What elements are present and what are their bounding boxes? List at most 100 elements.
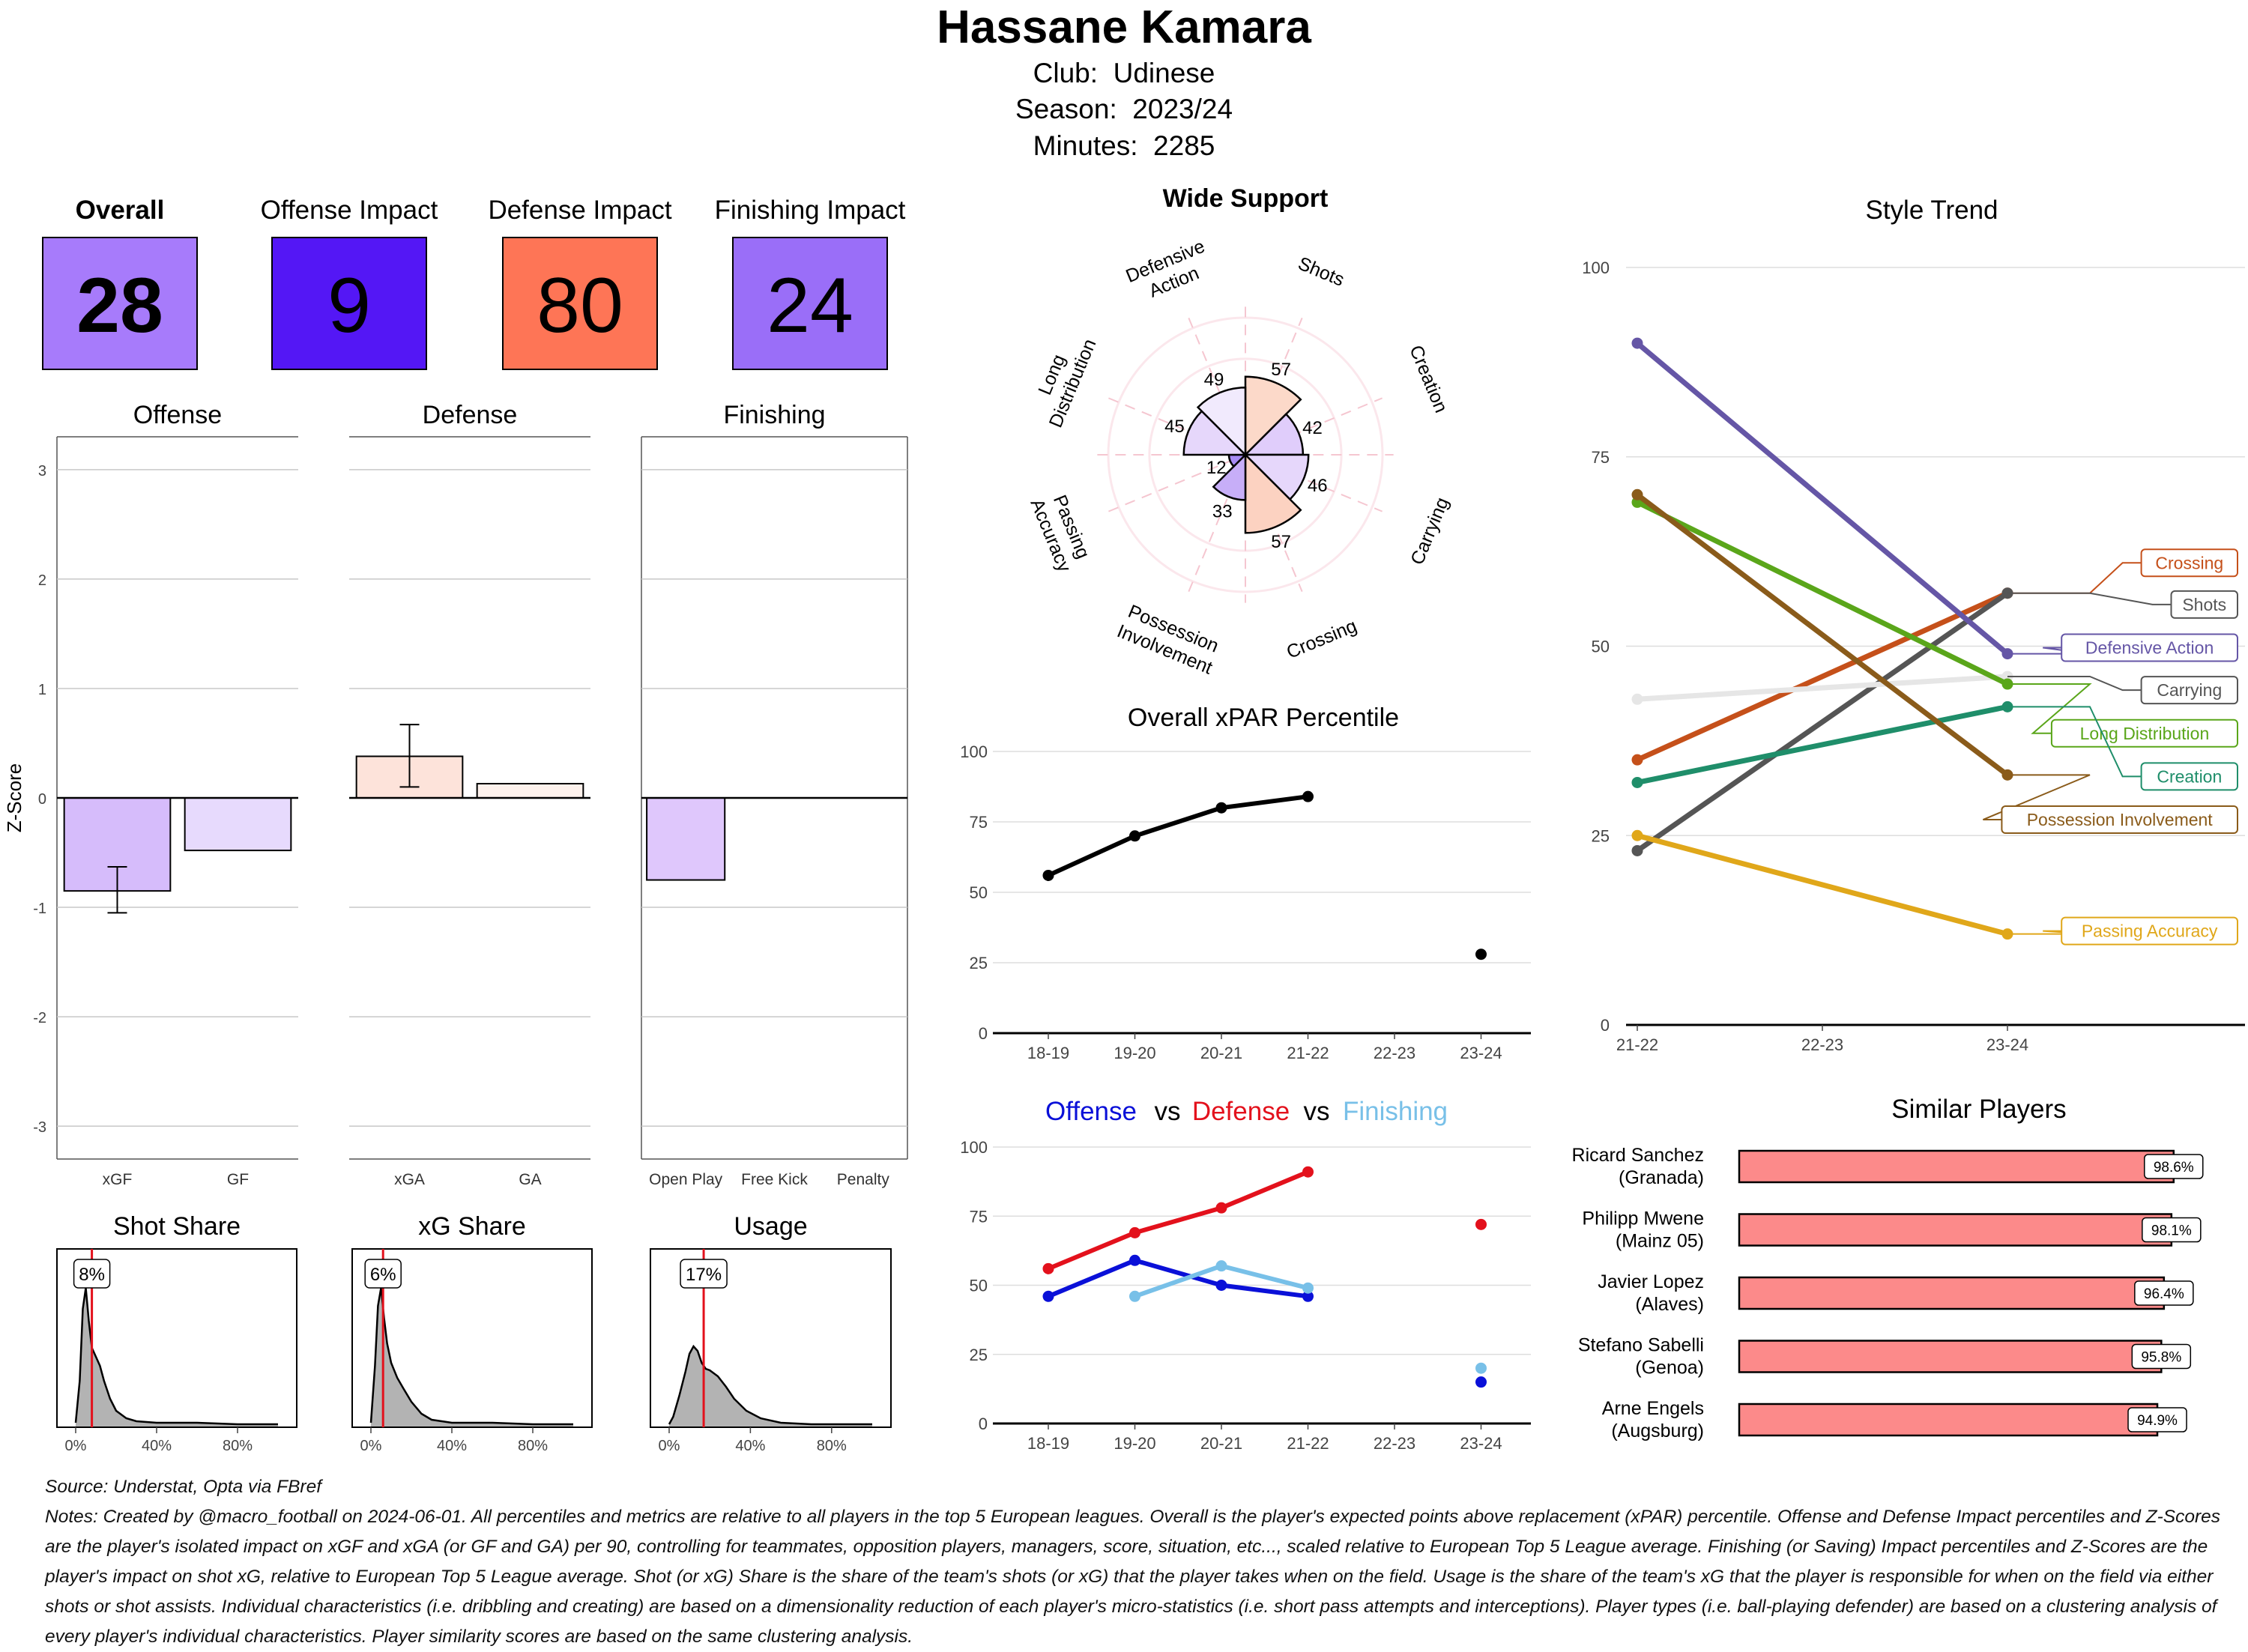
radar-value-label: 57 [1271,360,1291,380]
series-label-box [2001,805,2238,835]
style-tick-label: 0 [1601,1016,1610,1035]
series-label: Carrying [2157,680,2222,700]
similarity-value-label: 98.6% [2154,1160,2194,1176]
season-value: 2023/24 [1132,94,1233,124]
data-point [1631,844,1643,856]
share-tick-label: 0% [659,1438,680,1454]
impact-box [271,237,427,370]
radar-category-label: Crossing [1284,615,1360,663]
series-label-box [2061,916,2238,945]
series-line [1634,704,2010,785]
data-point [1042,869,1054,881]
density-area [669,1346,872,1426]
impact-value: 24 [767,262,853,349]
share-value-badge [364,1259,402,1289]
zscore-tick-label: 0 [38,791,46,808]
line-tick-label: 100 [960,742,988,761]
series-line [1047,1170,1309,1271]
data-point [1475,1218,1487,1230]
share-value-label: 17% [686,1265,722,1285]
data-point [1631,754,1643,766]
radar-value-label: 45 [1164,417,1185,437]
zscore-bar [646,797,726,881]
series-line [1634,590,2010,763]
radar-value-label: 46 [1308,476,1328,496]
series-label-box [2170,590,2238,619]
series-label: Crossing [2155,553,2223,572]
line-tick-label: 25 [970,954,988,972]
similar-player-name: Javier Lopez [1598,1271,1704,1292]
data-point [1129,1290,1140,1302]
zscore-category-label: Open Play [649,1171,723,1188]
share-tick-label: 80% [223,1438,253,1454]
share-tick-label: 80% [518,1438,548,1454]
similarity-value-label: 94.9% [2137,1413,2178,1429]
radar-category-label: Shots [1295,253,1347,291]
share-tick-label: 40% [437,1438,467,1454]
zscore-category-label: xGF [103,1171,133,1188]
density-curve [668,1344,872,1426]
impact-label: Offense Impact [261,196,438,225]
season-line: Season: 2023/24 [0,91,2248,127]
similarity-badge [2144,1154,2204,1179]
data-point [1129,830,1140,842]
data-point [1302,1166,1314,1178]
radar-wedge [1244,452,1302,534]
data-point [1302,790,1314,802]
similar-player-name: Ricard Sanchez [1572,1145,1704,1166]
zscore-category-label: GA [519,1171,541,1188]
ovdf-title-part: Finishing [1343,1097,1448,1126]
zscore-category-label: xGA [394,1171,425,1188]
data-point [1631,829,1643,841]
season-label: Season: [1015,94,1117,124]
radar-value-label: 49 [1204,370,1224,390]
data-point [1631,776,1643,788]
label-leader-line [2007,683,2092,734]
zscore-category-label: Free Kick [741,1171,808,1188]
data-point [1042,1262,1054,1274]
similarity-value-label: 98.1% [2151,1223,2192,1239]
minutes-value: 2285 [1153,130,1215,161]
zscore-category-label: Penalty [837,1171,890,1188]
series-line [1047,1258,1308,1299]
club-line: Club: Udinese [0,55,2248,91]
series-line [1634,674,2010,702]
line-category-label: 18-19 [1027,1044,1069,1062]
zscore-tick-label: -2 [33,1010,46,1026]
radar-category-group: Shots [1295,253,1347,291]
share-panel-title: xG Share [418,1212,526,1241]
impact-value: 28 [76,262,163,349]
radar-value-label: 12 [1206,458,1227,478]
radar-category-group: Crossing [1284,615,1360,663]
zscore-category-label: GF [227,1171,249,1188]
data-point [1302,1290,1314,1302]
share-panel-title: Shot Share [113,1212,241,1241]
series-line [1634,491,2010,778]
line-tick-label: 75 [970,813,988,832]
series-label: Possession Involvement [2027,810,2214,829]
series-label-box [2140,676,2239,705]
similarity-bar [1738,1276,2166,1310]
data-point [1631,693,1643,705]
similar-player-club: (Augsburg) [1611,1420,1704,1441]
data-point [1129,1254,1140,1266]
impact-box [732,237,888,370]
series-label-box [2050,718,2238,748]
series-label-box [2140,762,2239,791]
series-label: Shots [2182,595,2226,614]
share-tick-label: 40% [142,1438,172,1454]
club-label: Club: [1033,58,1099,88]
similarity-badge [2131,1343,2192,1370]
similarity-badge [2142,1217,2202,1243]
zscore-bar [184,797,292,852]
similarity-value-label: 96.4% [2144,1286,2184,1302]
line-tick-label: 50 [970,1277,988,1295]
similar-title: Similar Players [1891,1095,2066,1124]
share-value-label: 6% [370,1265,396,1285]
series-line [1634,340,2010,657]
zscore-axis-label: Z-Score [3,763,25,832]
ovdf-title-part: vs [1304,1097,1330,1126]
